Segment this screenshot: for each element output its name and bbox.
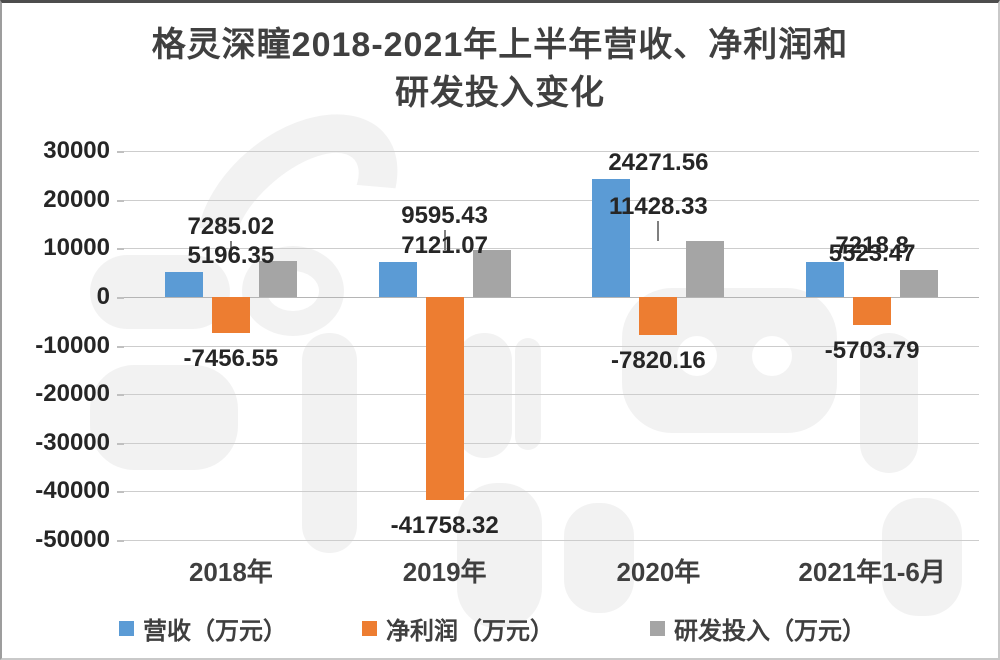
watermark-logo [2, 3, 998, 658]
revenue-bar-2020年 [592, 178, 631, 297]
net-profit-value-label: -7456.55 [183, 345, 279, 373]
legend-item-net-profit: 净利润（万元） [362, 612, 554, 645]
legend: 营收（万元） 净利润（万元） 研发投入（万元） [2, 612, 998, 646]
net-profit-value-label: -5703.79 [824, 336, 920, 364]
watermark-dot [752, 336, 792, 376]
y-axis-tickmark [117, 248, 124, 251]
y-tick-label: 20000 [43, 185, 110, 213]
rd-invest-bar-2018年 [258, 261, 297, 297]
legend-swatch-net-profit [362, 620, 377, 636]
gridline [124, 394, 979, 396]
x-axis-label-2018年: 2018年 [188, 557, 273, 587]
gridline [124, 248, 979, 250]
rd-invest-bar-2019年 [472, 250, 511, 297]
net-profit-value-label: -41758.32 [390, 511, 499, 539]
gridline [124, 442, 979, 444]
rd-invest-value-label: 9595.43 [401, 202, 488, 230]
watermark-blob [90, 365, 238, 470]
gridline [124, 491, 979, 493]
net-profit-bar-2018年 [211, 296, 250, 334]
x-axis-label-2020年: 2020年 [616, 557, 701, 587]
y-tick-label: 30000 [43, 137, 110, 164]
legend-label-rd-invest: 研发投入（万元） [674, 617, 866, 645]
legend-label-revenue: 营收（万元） [143, 617, 287, 645]
gridline [124, 199, 979, 201]
y-tick-label: -20000 [35, 380, 110, 408]
gridline [124, 345, 979, 347]
revenue-value-label: 24271.56 [608, 148, 709, 176]
revenue-bar-2019年 [378, 262, 417, 297]
watermark-dot [677, 336, 717, 376]
rd-invest-bar-2020年 [686, 241, 725, 297]
net-profit-bar-2021年1-6月 [853, 296, 892, 325]
revenue-bar-2021年1-6月 [806, 261, 845, 297]
rd-invest-value-label: 5523.47 [828, 240, 916, 268]
y-tick-label: -40000 [35, 477, 110, 505]
y-axis-tickmark [117, 345, 124, 348]
legend-item-rd-invest: 研发投入（万元） [650, 612, 866, 645]
revenue-bar-2018年 [164, 271, 203, 297]
watermark-blob [457, 483, 542, 628]
chart-title-line2: 研发投入变化 [395, 74, 605, 112]
x-axis-label-2019年: 2019年 [402, 557, 487, 587]
net-profit-value-label: -7820.16 [611, 346, 706, 374]
net-profit-bar-2020年 [639, 296, 678, 335]
y-tick-label: 10000 [43, 234, 110, 262]
watermark-blob [457, 333, 512, 458]
label-leader-line [657, 221, 660, 242]
revenue-value-label: 7121.07 [401, 232, 488, 260]
rd-invest-value-label: 7285.02 [187, 213, 275, 241]
gridline [124, 151, 979, 152]
watermark-blob [860, 333, 918, 473]
y-axis-tickmark [117, 151, 124, 153]
y-axis-tickmark [117, 491, 124, 494]
rd-invest-value-label: 11428.33 [608, 193, 708, 221]
watermark-blob [882, 498, 962, 616]
legend-swatch-revenue [119, 620, 134, 636]
legend-label-net-profit: 净利润（万元） [386, 617, 554, 645]
chart-title-line1: 格灵深瞳2018-2021年上半年营收、净利润和 [151, 26, 849, 64]
label-leader-line [229, 241, 232, 262]
rd-invest-bar-2021年1-6月 [900, 270, 939, 297]
revenue-value-label: 5196.35 [187, 241, 275, 269]
y-axis-tickmark [117, 199, 124, 202]
y-tick-label: -10000 [35, 331, 110, 359]
revenue-value-label: 7218.8 [835, 231, 909, 259]
label-leader-line [443, 230, 446, 251]
gridline [124, 540, 979, 541]
watermark-blob [90, 255, 230, 329]
y-tick-label: 0 [96, 282, 110, 310]
legend-swatch-rd-invest [650, 620, 665, 636]
y-tick-label: -50000 [35, 526, 110, 553]
x-axis-label-2021年1-6月: 2021年1-6月 [798, 557, 946, 587]
y-axis-tickmark [117, 296, 124, 299]
y-axis-tickmark [117, 442, 124, 445]
chart-title: 格灵深瞳2018-2021年上半年营收、净利润和 研发投入变化 [2, 21, 998, 117]
watermark-blob [515, 338, 541, 450]
y-tick-label: -30000 [35, 428, 110, 456]
zero-gridline [124, 296, 979, 298]
legend-item-revenue: 营收（万元） [119, 612, 287, 645]
net-profit-bar-2019年 [425, 296, 464, 500]
y-axis-tickmark [117, 540, 124, 542]
y-axis-tickmark [117, 394, 124, 397]
watermark-blob [564, 503, 634, 613]
